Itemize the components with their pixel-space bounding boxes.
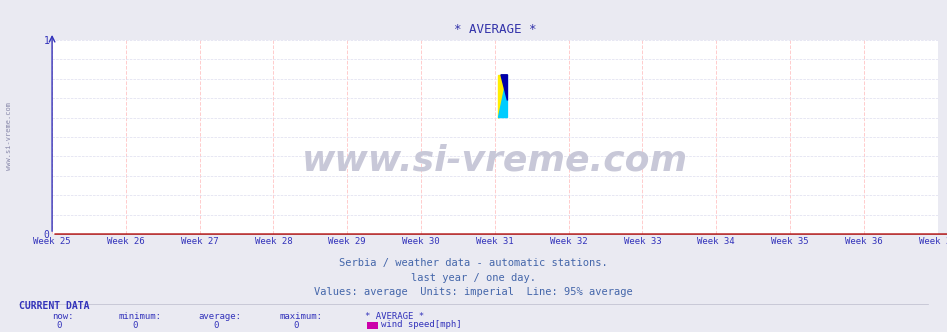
Text: average:: average: xyxy=(199,312,241,321)
Text: 0: 0 xyxy=(294,321,299,330)
Text: www.si-vreme.com: www.si-vreme.com xyxy=(302,143,688,177)
Text: CURRENT DATA: CURRENT DATA xyxy=(19,301,89,311)
Text: Values: average  Units: imperial  Line: 95% average: Values: average Units: imperial Line: 95… xyxy=(314,287,633,297)
Text: * AVERAGE *: * AVERAGE * xyxy=(365,312,423,321)
Text: maximum:: maximum: xyxy=(279,312,322,321)
Title: * AVERAGE *: * AVERAGE * xyxy=(454,23,536,36)
Text: www.si-vreme.com: www.si-vreme.com xyxy=(7,102,12,170)
Text: Serbia / weather data - automatic stations.: Serbia / weather data - automatic statio… xyxy=(339,258,608,268)
Polygon shape xyxy=(498,75,508,118)
Text: now:: now: xyxy=(52,312,74,321)
Text: wind speed[mph]: wind speed[mph] xyxy=(381,320,461,329)
Text: 0: 0 xyxy=(133,321,138,330)
Polygon shape xyxy=(498,75,508,118)
Text: 0: 0 xyxy=(57,321,63,330)
Text: 0: 0 xyxy=(213,321,219,330)
Text: last year / one day.: last year / one day. xyxy=(411,273,536,283)
Text: minimum:: minimum: xyxy=(118,312,161,321)
Polygon shape xyxy=(501,75,508,101)
